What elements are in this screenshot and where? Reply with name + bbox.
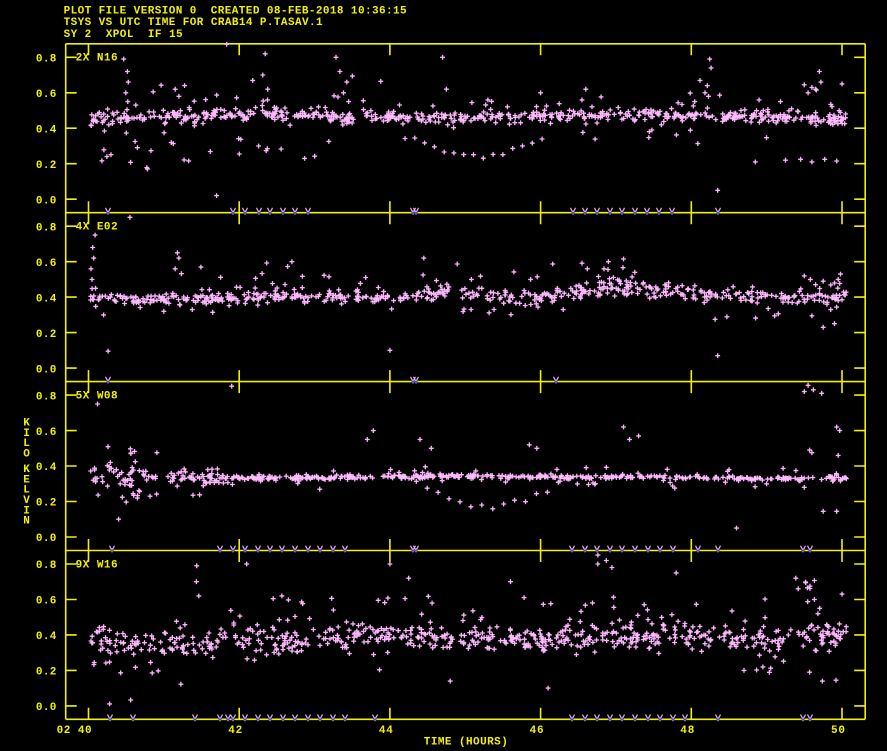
svg-text:46: 46: [530, 725, 544, 737]
svg-text:I: I: [23, 428, 30, 440]
svg-text:0.0: 0.0: [36, 702, 57, 714]
svg-text:48: 48: [680, 725, 694, 737]
svg-text:L: L: [23, 485, 30, 497]
svg-text:SY 2 XPOL IF 15: SY 2 XPOL IF 15: [64, 29, 183, 41]
svg-text:0.0: 0.0: [36, 364, 57, 376]
svg-text:E: E: [23, 474, 30, 486]
svg-text:TSYS VS UTC TIME FOR CRAB14 P.: TSYS VS UTC TIME FOR CRAB14 P.TASAV.1: [64, 17, 323, 29]
svg-text:42: 42: [228, 725, 242, 737]
svg-text:TIME (HOURS): TIME (HOURS): [424, 737, 508, 749]
svg-text:L: L: [23, 438, 30, 450]
svg-text:44: 44: [379, 725, 393, 737]
svg-text:0.8: 0.8: [36, 391, 57, 403]
svg-text:0.4: 0.4: [36, 462, 57, 474]
svg-text:0.2: 0.2: [36, 160, 57, 172]
svg-text:0.4: 0.4: [36, 631, 57, 643]
svg-text:02 40: 02 40: [57, 725, 92, 737]
svg-text:2X N16: 2X N16: [76, 53, 118, 65]
svg-text:N: N: [23, 516, 30, 528]
svg-text:0.2: 0.2: [36, 667, 57, 679]
svg-text:0.8: 0.8: [36, 560, 57, 572]
svg-text:4X E02: 4X E02: [76, 222, 118, 234]
svg-text:0.4: 0.4: [36, 293, 57, 305]
svg-text:PLOT FILE VERSION 0 CREATED 0: PLOT FILE VERSION 0 CREATED 08-FEB-2018 …: [64, 5, 407, 17]
svg-text:9X W16: 9X W16: [76, 559, 118, 571]
svg-text:0.6: 0.6: [36, 427, 57, 439]
svg-text:0.2: 0.2: [36, 329, 57, 341]
svg-text:I: I: [23, 505, 30, 517]
svg-text:0.0: 0.0: [36, 195, 57, 207]
svg-text:O: O: [23, 449, 30, 461]
svg-text:0.4: 0.4: [36, 124, 57, 136]
svg-text:0.6: 0.6: [36, 596, 57, 608]
svg-text:0.0: 0.0: [36, 533, 57, 545]
svg-text:K: K: [23, 418, 30, 430]
svg-text:K: K: [23, 464, 30, 476]
svg-text:V: V: [23, 495, 30, 507]
svg-text:5X W08: 5X W08: [76, 391, 118, 403]
svg-text:0.8: 0.8: [36, 222, 57, 234]
svg-text:0.8: 0.8: [36, 54, 57, 66]
svg-text:0.6: 0.6: [36, 258, 57, 270]
svg-text:0.6: 0.6: [36, 89, 57, 101]
svg-text:0.2: 0.2: [36, 498, 57, 510]
svg-text:50: 50: [831, 725, 845, 737]
